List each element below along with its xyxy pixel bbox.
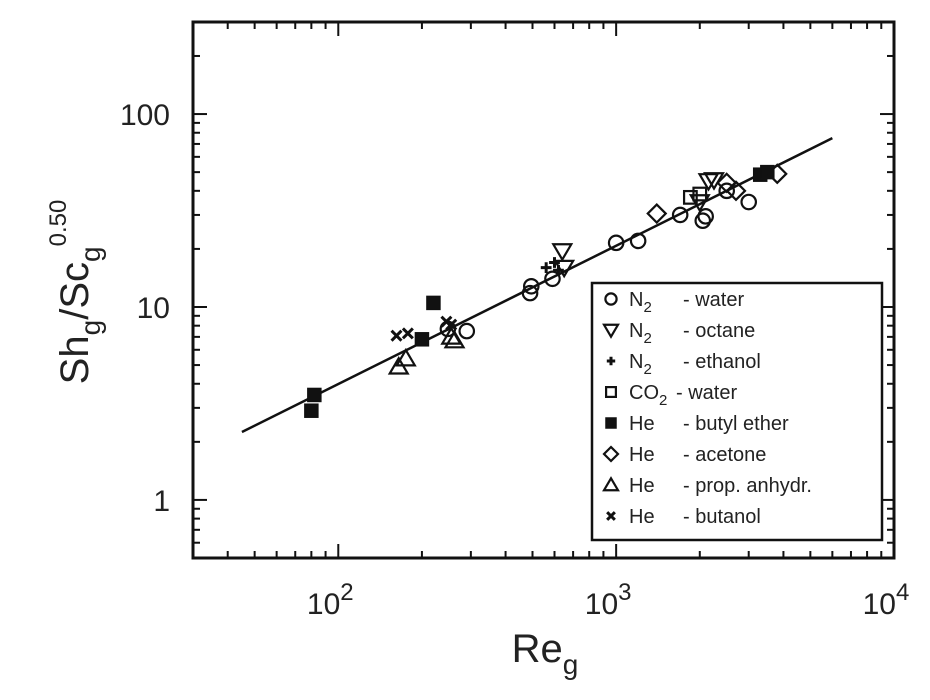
circle-marker [522,278,540,295]
x-marker [401,327,414,340]
y-axis-title-b-sub: g [75,246,106,262]
x-tick-label-base: 10 [307,588,340,621]
legend-label: He - butyl ether [629,413,789,435]
x-tick-label-exponent: 2 [340,579,353,606]
legend-label: He - butanol [629,506,761,528]
triangle-down-marker [602,323,620,339]
square-open-marker [692,186,708,202]
circle-marker [544,270,561,288]
legend-gas: N [629,351,643,373]
legend-gas-subscript: 2 [659,392,667,409]
y-axis-title: Shg/Scg0.50 [45,200,106,385]
legend-liquid: - water [683,289,744,311]
legend-gas: CO [629,382,659,404]
circle-marker [718,182,736,200]
circle-marker [458,322,476,340]
x-tick-label-base: 10 [585,588,618,621]
triangle-up-marker [602,476,620,492]
square-open-marker [604,386,617,399]
plus-marker [549,257,560,268]
y-axis-title-slash: / [53,308,97,320]
legend-box [590,281,884,542]
legend-liquid: - octane [683,320,755,342]
square-open-marker [682,189,698,205]
legend-gas-subscript: 2 [643,299,651,316]
x-tick-label-exponent: 4 [896,579,909,606]
legend-liquid: - water [676,382,737,404]
y-axis-title-b: Sc [53,262,97,309]
y-tick-label: 1 [153,485,170,518]
x-tick-label-exponent: 3 [618,579,631,606]
legend-gas: He [629,475,655,497]
legend-label: CO2 - water [629,382,737,409]
circle-marker [697,208,714,225]
triangle-up-marker [394,347,417,367]
x-axis-title: Reg [512,627,579,680]
x-axis-title-sub: g [563,649,579,680]
data-points [304,163,788,418]
legend-gas-subscript: 2 [643,330,651,347]
legend-label: N2 - water [629,289,744,316]
legend-liquid: - butanol [683,506,761,528]
x-tick-label-base: 10 [863,588,896,621]
circle-marker [671,206,689,224]
diamond-marker [602,445,620,463]
x-marker [390,329,403,342]
diamond-marker [725,180,747,202]
legend-gas: He [629,444,655,466]
circle-marker [740,193,758,211]
plus-marker [540,262,552,274]
x-tick-label: 103 [585,579,632,621]
circle-marker [629,232,647,250]
legend-label: N2 - octane [629,320,755,347]
legend-gas: N [629,320,643,342]
plus-marker [606,356,616,366]
x-tick-label: 104 [863,579,910,621]
circle-marker [607,234,625,252]
diamond-marker [646,202,668,225]
plot-frame [191,20,896,560]
legend-gas-subscript: 2 [643,361,651,378]
square-filled-marker [307,387,322,403]
legend-liquid: - butyl ether [683,413,789,435]
legend-gas: N [629,289,643,311]
circle-marker [604,292,618,306]
legend-label: N2 - ethanol [629,351,761,378]
y-axis-title-b-sup: 0.50 [45,200,72,247]
square-filled-marker [414,332,430,347]
legend-liquid: - acetone [683,444,766,466]
legend-gas: He [629,413,655,435]
axis-ticks [192,21,895,559]
triangle-up-marker [443,329,466,349]
y-axis-title-a: Sh [53,335,97,384]
plus-marker [553,264,564,276]
square-filled-marker [605,417,617,429]
circle-marker [521,284,539,302]
legend-liquid: - ethanol [683,351,761,373]
x-axis-title-main: Re [512,627,563,671]
square-filled-marker [304,403,319,418]
triangle-down-marker [551,243,574,262]
legend-gas: He [629,506,655,528]
y-tick-label: 100 [120,99,170,132]
y-axis-title-a-sub: g [75,320,106,336]
x-marker [445,318,458,331]
x-marker [606,511,616,521]
square-filled-marker [426,295,441,311]
diamond-marker [766,163,788,185]
x-tick-label: 102 [307,579,354,621]
legend-label: He - acetone [629,444,766,466]
legend-liquid: - prop. anhydr. [683,475,812,497]
legend-label: He - prop. anhydr. [629,475,812,497]
y-tick-label: 10 [137,292,170,325]
